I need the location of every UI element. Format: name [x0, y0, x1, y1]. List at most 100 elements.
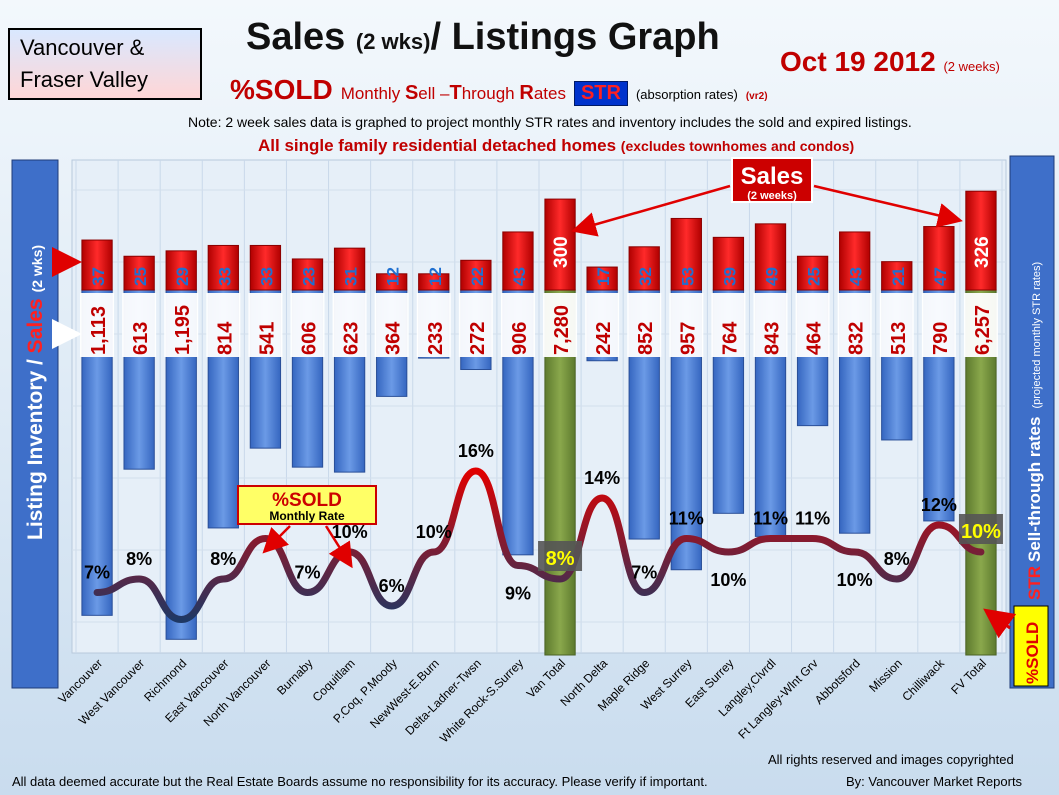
- sold-callout-arrow-left: [262, 525, 291, 554]
- left-axis-panel: [11, 159, 59, 689]
- disclaimer-text: All data deemed accurate but the Real Es…: [12, 774, 708, 789]
- x-tick-label: Mission: [866, 656, 905, 695]
- sales-value-label: 32: [636, 267, 655, 286]
- str-value-label: 11%: [795, 509, 830, 529]
- str-value-label: 16%: [458, 441, 494, 461]
- sales-callout-small: (2 weeks): [747, 190, 797, 202]
- listing-label-bg: [543, 293, 578, 357]
- sales-value-label: 31: [342, 267, 361, 286]
- sold-callout-box: [237, 485, 377, 525]
- listing-label-bg: [837, 293, 872, 357]
- sales-bar: [796, 255, 829, 291]
- sales-bar: [207, 244, 239, 291]
- listing-label-bg: [80, 293, 115, 357]
- region-box: Vancouver & Fraser Valley: [8, 28, 202, 100]
- listing-labels: 1,113 613 1,195 814 541 606 623 364 233 272 906 7,2…: [80, 293, 998, 357]
- listing-label-bg: [795, 293, 830, 357]
- monthly-str-text: Monthly Sell –Through Rates: [340, 82, 566, 104]
- sales-bar: [881, 261, 913, 291]
- sales-bar: [249, 244, 282, 291]
- note-text: Note: 2 week sales data is graphed to pr…: [188, 114, 912, 130]
- sales-value-label: 25: [131, 267, 150, 286]
- str-line: [93, 467, 985, 623]
- listing-value-label: 272: [467, 322, 489, 355]
- listing-value-label: 364: [383, 321, 405, 355]
- listing-value-label: 606: [299, 322, 321, 355]
- title-main: Sales: [246, 16, 346, 58]
- str-value-label: 7%: [84, 563, 110, 583]
- sales-bar: [418, 273, 450, 291]
- listing-value-label: 7,280: [551, 305, 573, 355]
- sold-callout-arrow-right: [324, 525, 353, 569]
- x-tick-label: Delta-Ladner-Twsn: [402, 656, 484, 738]
- title-small: (2 wks): [355, 29, 431, 54]
- str-value-label: 12%: [921, 495, 957, 515]
- listing-label-bg: [669, 293, 704, 357]
- sales-bar: [670, 217, 702, 291]
- str-value-label: 11%: [753, 509, 788, 529]
- sales-value-label: 53: [678, 267, 697, 286]
- version-text: (vr2): [745, 91, 768, 102]
- sales-value-label: 25: [805, 267, 824, 286]
- listing-label-bg: [374, 293, 409, 357]
- listing-value-label: 1,113: [88, 306, 110, 355]
- listing-label-bg: [753, 293, 788, 357]
- sales-bar: [544, 198, 576, 291]
- sales-value-label: 43: [510, 267, 529, 286]
- listing-label-bg: [458, 293, 493, 357]
- pct-sold-heading: %SOLD: [230, 74, 333, 105]
- sales-bar: [923, 226, 955, 291]
- x-tick-label: FV Total: [948, 656, 989, 697]
- sales-bar: [839, 231, 871, 291]
- sales-bar: [754, 223, 787, 291]
- sales-callout-box: [731, 157, 813, 203]
- page-title: Sales (2 wks)/ Listings Graph: [246, 16, 720, 59]
- listing-label-bg: [416, 293, 451, 357]
- listing-label-bg: [248, 293, 283, 357]
- str-line-path: [93, 467, 985, 623]
- x-tick-label: Abbotsford: [812, 656, 863, 707]
- x-tick-label: Chilliwack: [899, 656, 947, 704]
- property-type-note: All single family residential detached h…: [258, 136, 854, 156]
- right-axis-panel: [1009, 155, 1055, 689]
- listing-label-bg: [164, 293, 199, 357]
- str-value-label: 10%: [710, 570, 746, 590]
- sales-bar: [460, 259, 492, 291]
- pct-sold-side-box: [1013, 605, 1049, 687]
- listing-label-bg: [500, 293, 535, 357]
- sales-bar: [586, 266, 618, 291]
- sales-value-label: 21: [889, 267, 908, 286]
- author-text: By: Vancouver Market Reports: [846, 774, 1023, 789]
- listing-label-bg: [122, 293, 157, 357]
- sales-value-label: 17: [594, 267, 613, 286]
- str-value-label: 14%: [584, 468, 620, 488]
- listing-label-bg: [332, 293, 367, 357]
- listing-value-label: 6,257: [972, 305, 994, 355]
- sales-callout-arrow-left: [571, 184, 731, 237]
- str-total-label-bg: [958, 514, 1003, 544]
- date-small: (2 weeks): [943, 59, 1000, 74]
- sales-bar: [123, 255, 155, 291]
- sales-value-label: 43: [847, 267, 866, 286]
- sales-value-label: 39: [720, 267, 739, 286]
- listing-label-bg: [627, 293, 662, 357]
- str-value-label: 7%: [631, 563, 657, 583]
- right-axis-label: STRSell-through rates(projected monthly …: [1025, 262, 1044, 600]
- sales-value-label: 23: [300, 267, 319, 286]
- listing-value-label: 464: [804, 321, 826, 355]
- sales-value-label: 12: [384, 267, 403, 286]
- str-labels: 7% 8% 8% 11% 7% 10% 6% 10% 16% 9% 8% 14% 7% 11% 10% 11%…: [84, 441, 1003, 604]
- copyright-text: All rights reserved and images copyright…: [768, 752, 1014, 767]
- sales-value-label: 33: [215, 267, 234, 286]
- listing-value-label: 852: [635, 322, 657, 355]
- listing-value-label: 764: [719, 321, 741, 355]
- str-value-label: 10%: [332, 522, 368, 542]
- listing-value-label: 1,195: [172, 305, 194, 355]
- sales-value-label: 37: [89, 267, 108, 286]
- listing-value-label: 957: [677, 322, 699, 355]
- sold-callout-small: Monthly Rate: [269, 509, 345, 523]
- str-value-label: 7%: [294, 563, 320, 583]
- listing-value-label: 790: [930, 322, 952, 355]
